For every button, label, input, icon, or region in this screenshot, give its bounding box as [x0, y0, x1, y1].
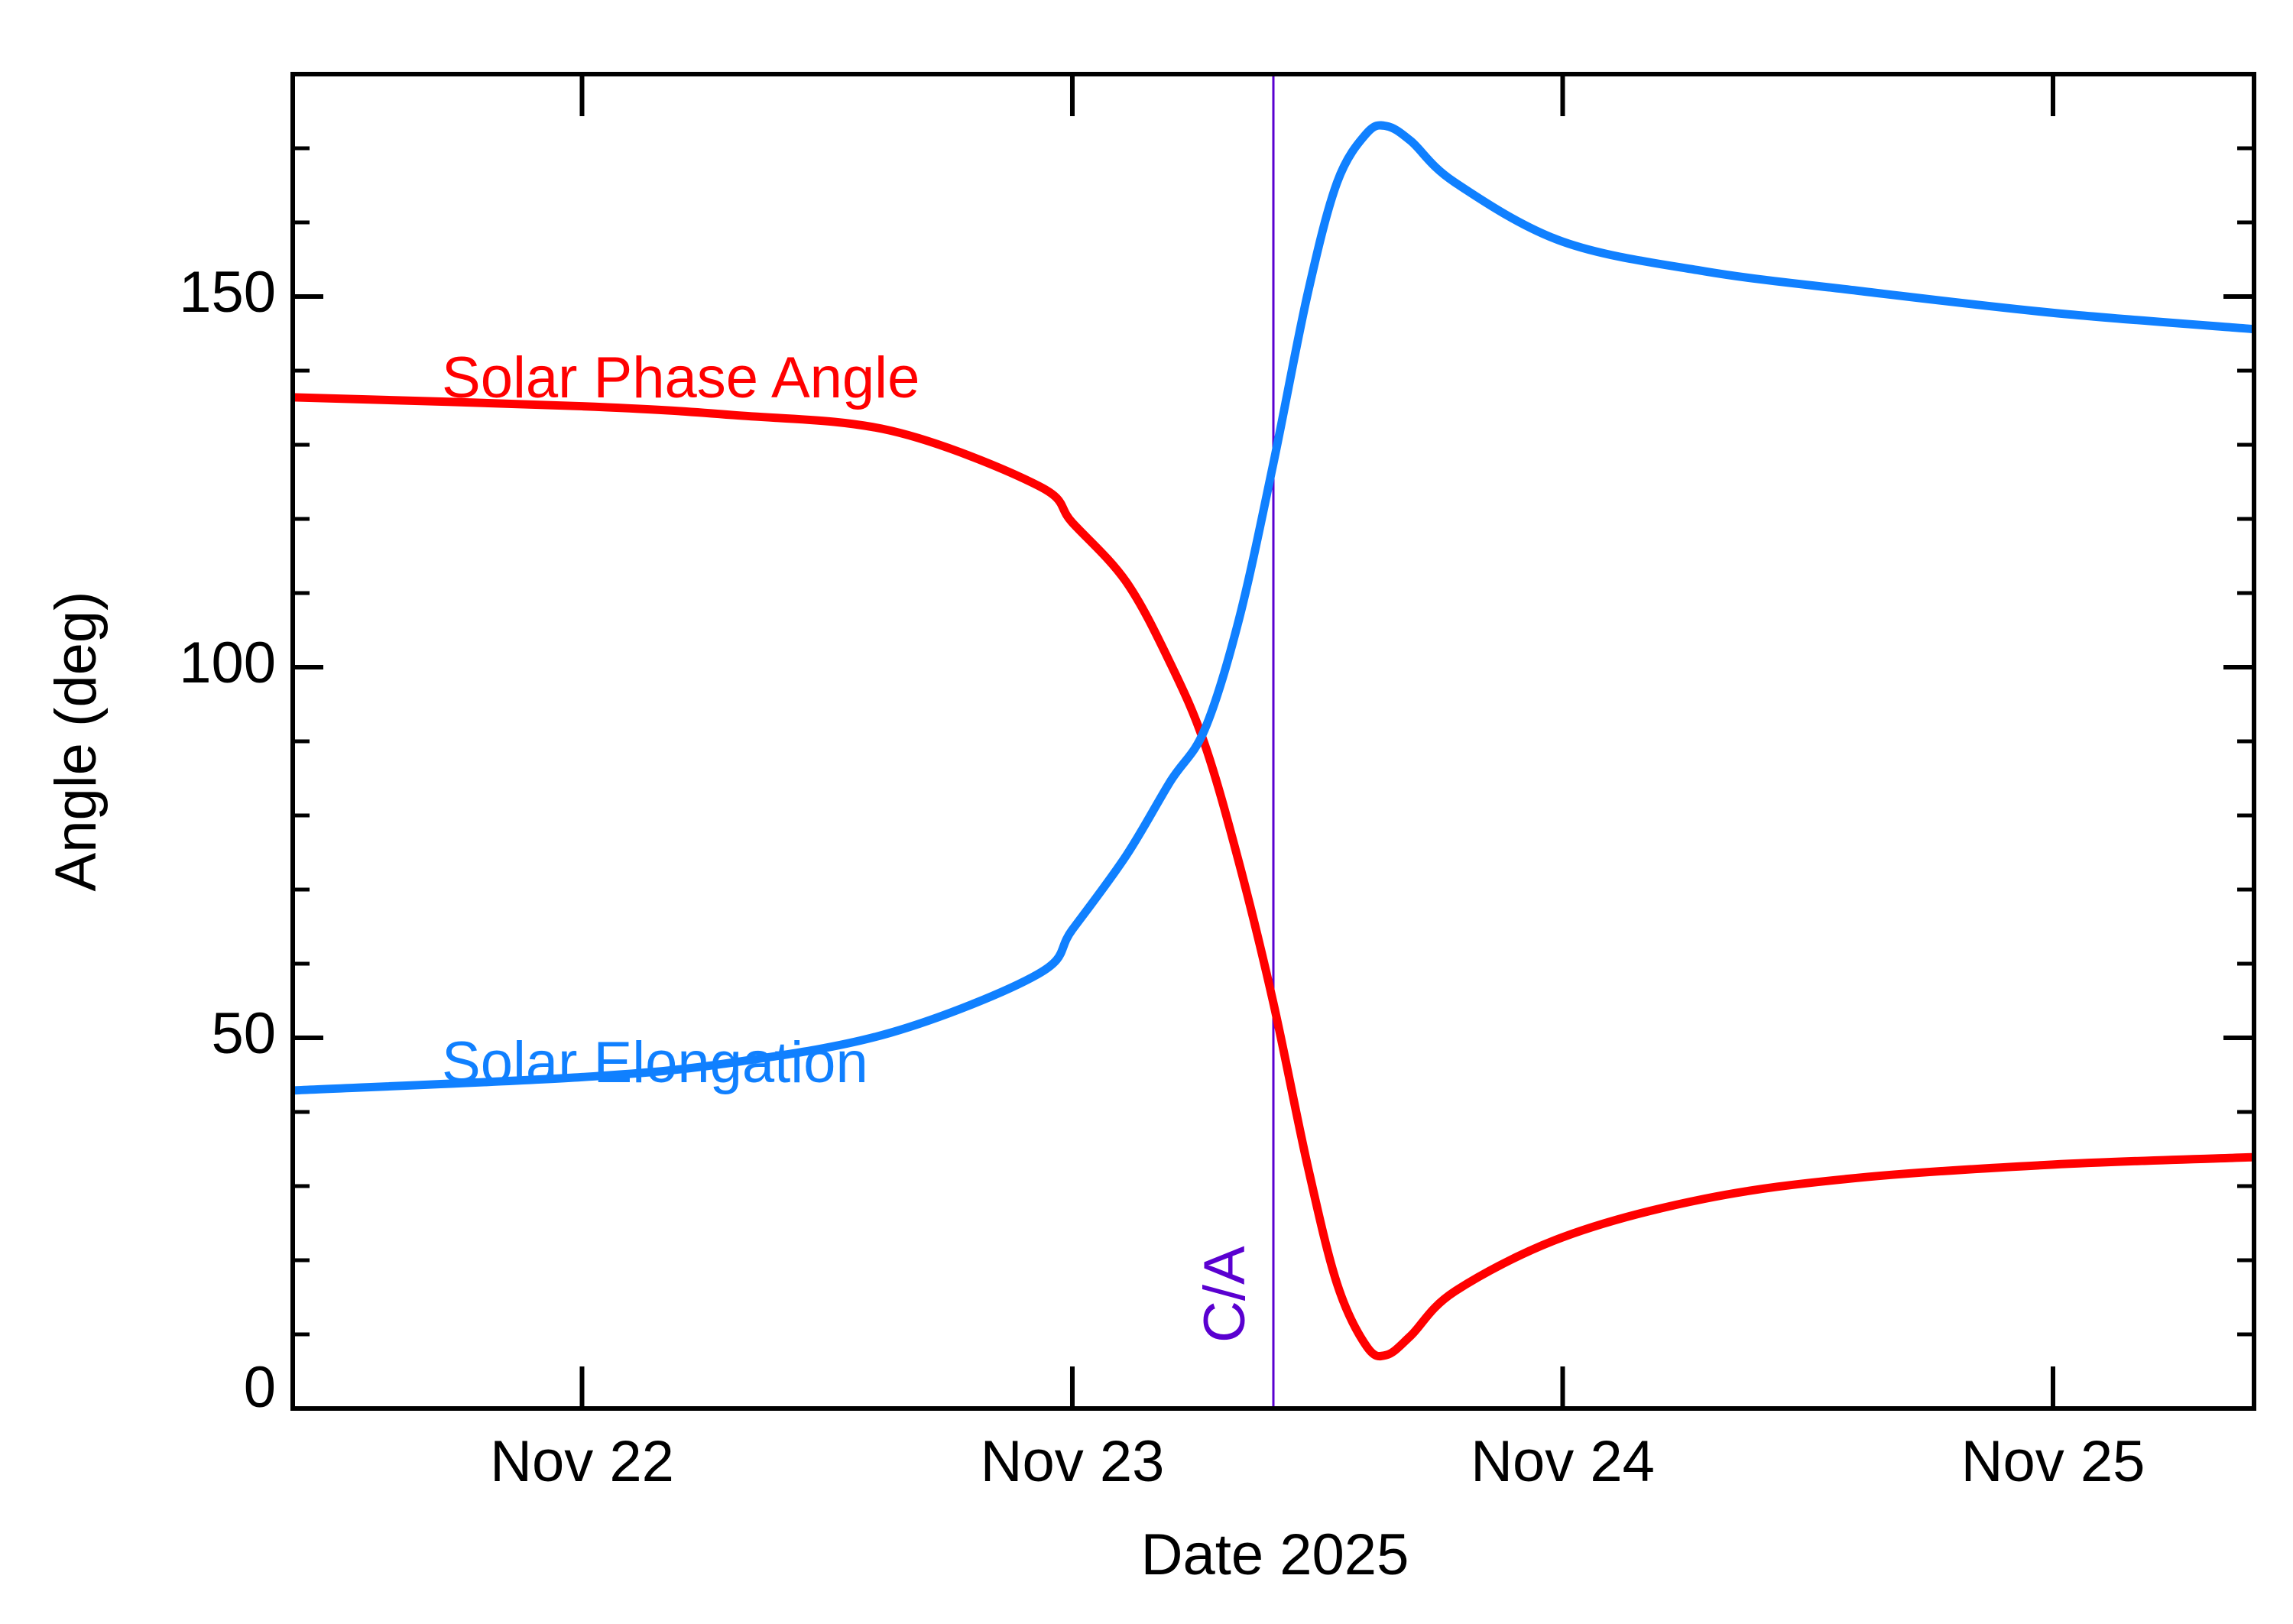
- x-axis-label: Date 2025: [1141, 1522, 1409, 1587]
- x-tick-label: Nov 23: [981, 1429, 1165, 1494]
- closest-approach-label: C/A: [1192, 1246, 1257, 1343]
- x-tick-label: Nov 24: [1471, 1429, 1655, 1494]
- y-tick-label: 0: [244, 1355, 276, 1420]
- x-tick-label: Nov 22: [490, 1429, 674, 1494]
- series-line: [292, 121, 2255, 1095]
- y-tick-label: 100: [179, 630, 276, 695]
- y-tick-label: 50: [211, 1001, 276, 1066]
- y-axis-label: Angle (deg): [44, 592, 109, 892]
- series-label: Solar Phase Angle: [442, 345, 919, 410]
- plot-frame: [290, 72, 2256, 1411]
- y-tick-label: 150: [179, 260, 276, 325]
- series-line: [292, 393, 2255, 1361]
- x-tick-label: Nov 25: [1961, 1429, 2145, 1494]
- series-label: Solar Elongation: [442, 1030, 868, 1095]
